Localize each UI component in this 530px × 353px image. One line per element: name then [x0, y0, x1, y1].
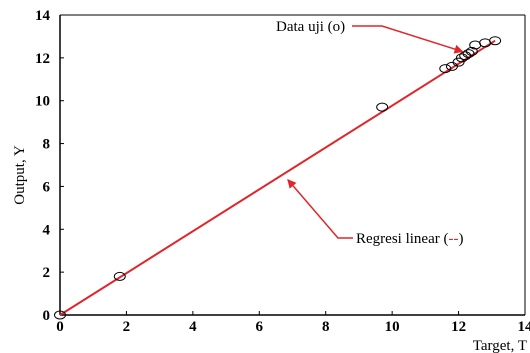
data-point: [462, 49, 475, 59]
y-tick-label: 10: [35, 94, 50, 110]
y-tick-label: 4: [43, 222, 51, 238]
y-tick-label: 2: [43, 265, 51, 281]
axes: [59, 14, 526, 316]
x-tick-label: 14: [518, 319, 530, 335]
x-tick-label: 8: [322, 319, 330, 335]
data-points: [54, 36, 502, 320]
x-tick-label: 6: [256, 319, 264, 335]
y-tick-label: 6: [43, 179, 51, 195]
annotation-data-uji-arrow: [352, 25, 464, 54]
x-tick-label: 12: [451, 319, 466, 335]
annotation-regresi-linear: Regresi linear (--): [356, 231, 463, 247]
data-point: [479, 38, 492, 48]
data-point: [452, 57, 465, 67]
x-tick-label: 4: [189, 319, 197, 335]
annotation-regresi-arrow: [287, 178, 353, 239]
y-axis-label: Output, Y: [12, 145, 28, 205]
y-tick-label: 8: [43, 137, 51, 153]
annotation-regresi-dashes: --: [448, 231, 458, 247]
annotations: [287, 25, 464, 239]
x-axis-label: Target, T: [473, 338, 527, 353]
y-tick-labels: 0 2 4 6 8 10 12 14: [35, 8, 51, 324]
data-point: [54, 310, 66, 320]
annotation-regresi-prefix: Regresi linear (: [356, 231, 448, 247]
tick-marks: [59, 14, 526, 316]
x-tick-label: 10: [385, 319, 400, 335]
annotation-regresi-suffix: ): [458, 231, 463, 247]
x-tick-label: 0: [56, 319, 64, 335]
y-tick-label: 14: [35, 8, 51, 24]
x-tick-label: 2: [123, 319, 131, 335]
x-tick-labels: 0 2 4 6 8 10 12 14: [56, 319, 530, 335]
data-point: [376, 102, 389, 112]
data-point: [439, 64, 452, 74]
data-point: [113, 271, 126, 281]
regression-layer: [59, 39, 496, 316]
data-point: [465, 46, 478, 56]
annotation-data-uji: Data uji (o): [276, 19, 345, 35]
y-tick-label: 0: [43, 308, 51, 324]
y-tick-label: 12: [35, 51, 50, 67]
regression-line: [59, 39, 496, 316]
data-point: [489, 36, 502, 46]
